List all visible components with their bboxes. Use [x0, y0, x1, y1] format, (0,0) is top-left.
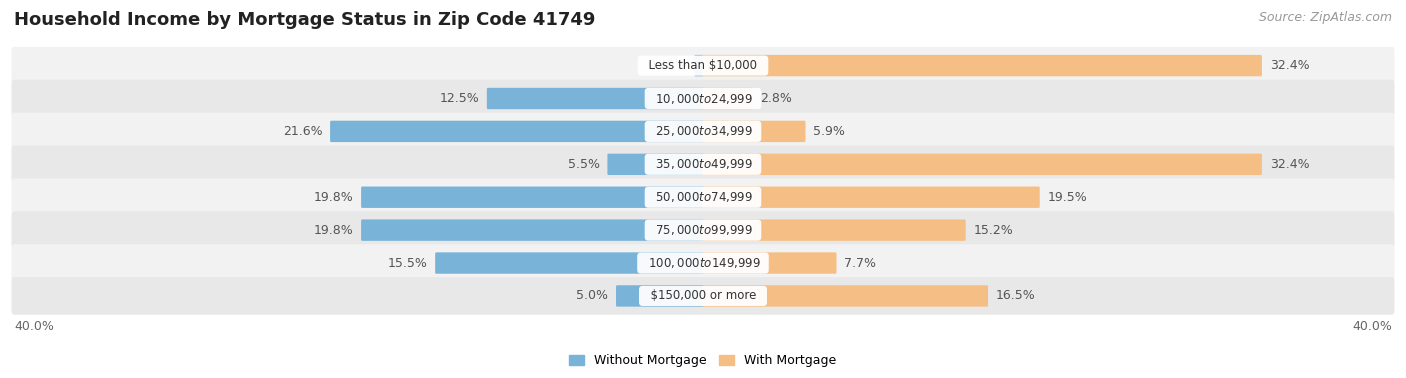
FancyBboxPatch shape	[11, 47, 1395, 84]
FancyBboxPatch shape	[702, 220, 966, 241]
Text: $25,000 to $34,999: $25,000 to $34,999	[648, 124, 758, 138]
FancyBboxPatch shape	[702, 285, 988, 307]
FancyBboxPatch shape	[361, 186, 704, 208]
Text: 40.0%: 40.0%	[1353, 320, 1392, 333]
FancyBboxPatch shape	[695, 55, 704, 76]
Text: $75,000 to $99,999: $75,000 to $99,999	[648, 223, 758, 237]
Text: 0.45%: 0.45%	[647, 59, 686, 72]
FancyBboxPatch shape	[702, 186, 1039, 208]
FancyBboxPatch shape	[702, 153, 1263, 175]
Text: 32.4%: 32.4%	[1270, 59, 1309, 72]
Text: 19.5%: 19.5%	[1047, 191, 1087, 204]
FancyBboxPatch shape	[11, 178, 1395, 216]
FancyBboxPatch shape	[11, 146, 1395, 183]
FancyBboxPatch shape	[436, 253, 704, 274]
Text: $10,000 to $24,999: $10,000 to $24,999	[648, 91, 758, 105]
Text: 19.8%: 19.8%	[314, 224, 353, 237]
FancyBboxPatch shape	[702, 121, 806, 142]
Text: 12.5%: 12.5%	[439, 92, 479, 105]
Text: $50,000 to $74,999: $50,000 to $74,999	[648, 190, 758, 204]
Text: 19.8%: 19.8%	[314, 191, 353, 204]
Text: Less than $10,000: Less than $10,000	[641, 59, 765, 72]
Text: 5.9%: 5.9%	[813, 125, 845, 138]
FancyBboxPatch shape	[11, 277, 1395, 315]
FancyBboxPatch shape	[361, 220, 704, 241]
Text: 2.8%: 2.8%	[759, 92, 792, 105]
FancyBboxPatch shape	[616, 285, 704, 307]
Text: Source: ZipAtlas.com: Source: ZipAtlas.com	[1258, 11, 1392, 24]
Text: 15.5%: 15.5%	[388, 257, 427, 270]
Text: $35,000 to $49,999: $35,000 to $49,999	[648, 157, 758, 171]
Legend: Without Mortgage, With Mortgage: Without Mortgage, With Mortgage	[569, 354, 837, 367]
Text: 7.7%: 7.7%	[844, 257, 876, 270]
Text: 15.2%: 15.2%	[973, 224, 1014, 237]
Text: 21.6%: 21.6%	[283, 125, 322, 138]
Text: 5.0%: 5.0%	[576, 290, 609, 302]
FancyBboxPatch shape	[702, 55, 1263, 76]
FancyBboxPatch shape	[486, 88, 704, 109]
Text: 5.5%: 5.5%	[568, 158, 599, 171]
FancyBboxPatch shape	[702, 253, 837, 274]
Text: 32.4%: 32.4%	[1270, 158, 1309, 171]
Text: $150,000 or more: $150,000 or more	[643, 290, 763, 302]
Text: 40.0%: 40.0%	[14, 320, 53, 333]
FancyBboxPatch shape	[702, 88, 752, 109]
Text: $100,000 to $149,999: $100,000 to $149,999	[641, 256, 765, 270]
Text: Household Income by Mortgage Status in Zip Code 41749: Household Income by Mortgage Status in Z…	[14, 11, 595, 29]
FancyBboxPatch shape	[11, 244, 1395, 282]
FancyBboxPatch shape	[11, 113, 1395, 150]
FancyBboxPatch shape	[607, 153, 704, 175]
Text: 16.5%: 16.5%	[995, 290, 1036, 302]
FancyBboxPatch shape	[330, 121, 704, 142]
FancyBboxPatch shape	[11, 211, 1395, 249]
FancyBboxPatch shape	[11, 80, 1395, 117]
